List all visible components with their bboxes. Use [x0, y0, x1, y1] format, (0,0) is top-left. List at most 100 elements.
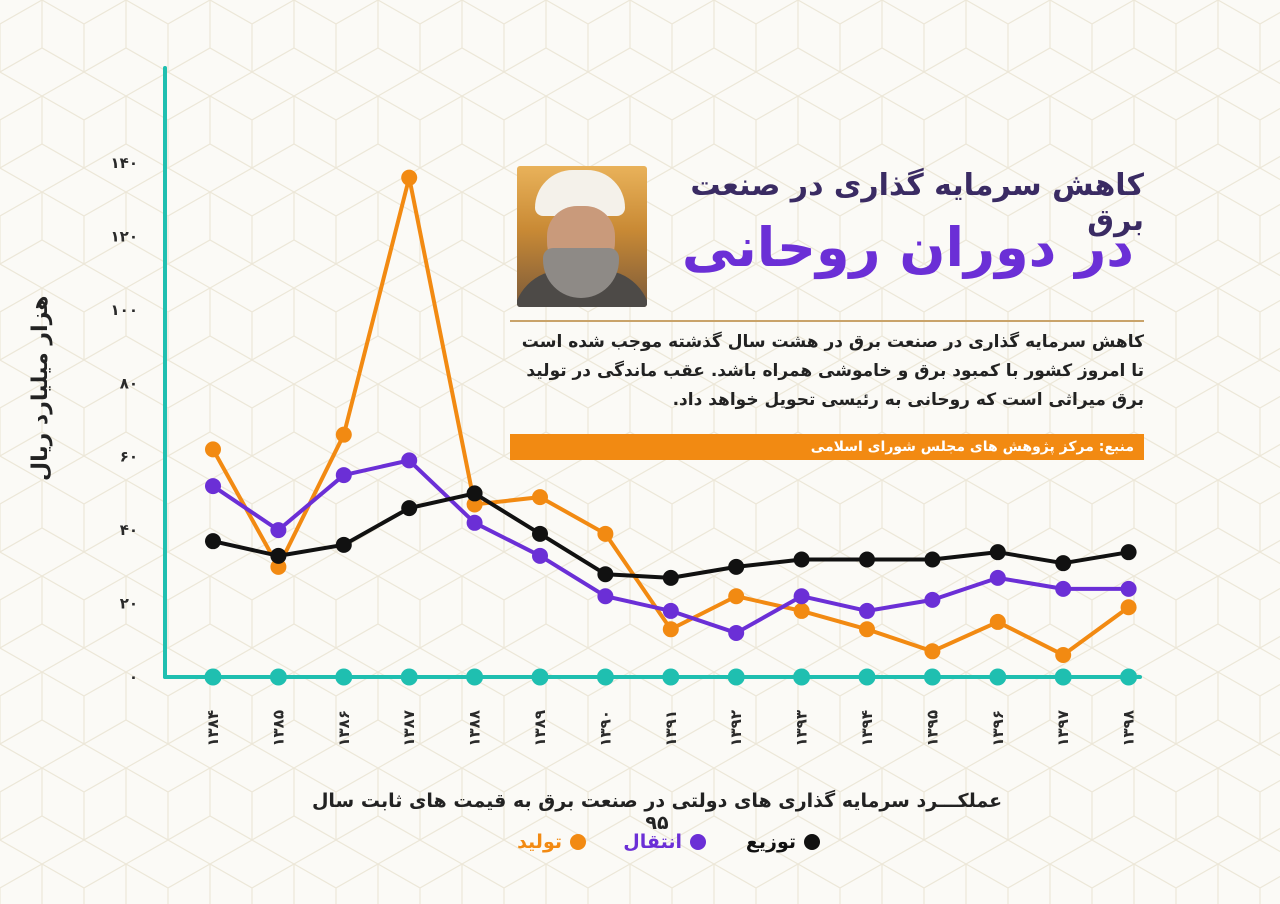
x-axis-marker	[923, 668, 941, 686]
data-point	[205, 441, 221, 458]
x-axis-marker	[269, 668, 287, 686]
x-tick-label: ۱۳۸۵	[269, 710, 287, 747]
x-tick-label: ۱۳۹۱	[662, 710, 680, 747]
x-axis-marker	[531, 668, 549, 686]
data-point	[532, 547, 548, 564]
series-line	[212, 491, 1129, 580]
x-tick-label: ۱۳۸۴	[204, 710, 222, 747]
y-tick-label: ۱۴۰	[111, 154, 138, 172]
data-point	[270, 558, 287, 575]
data-point	[662, 602, 679, 619]
x-axis-marker	[727, 668, 745, 686]
series-0	[205, 169, 1137, 663]
x-tick-label: ۱۳۹۷	[1054, 710, 1072, 747]
data-point	[1055, 580, 1072, 597]
info-panel: کاهش سرمایه گذاری در صنعت برق در دوران ر…	[510, 160, 1144, 460]
x-tick-label: ۱۳۹۲	[727, 710, 745, 747]
portrait-image	[517, 166, 647, 307]
x-tick-label: ۱۳۹۸	[1120, 710, 1138, 747]
x-axis-marker	[793, 668, 811, 686]
y-tick-labels: ۰ ۲۰ ۴۰ ۶۰ ۸۰ ۱۰۰ ۱۲۰ ۱۴۰	[111, 154, 138, 686]
data-point	[728, 558, 745, 575]
x-axis-marker	[335, 668, 353, 686]
data-point	[401, 500, 418, 517]
data-point	[597, 525, 614, 542]
data-point	[401, 452, 418, 469]
legend-label-transmission: انتقال	[623, 831, 682, 853]
y-tick-label: ۲۰	[120, 595, 138, 613]
data-point	[205, 533, 221, 550]
data-point	[924, 551, 941, 568]
data-point	[924, 591, 941, 608]
x-tick-label: ۱۳۸۹	[531, 710, 549, 747]
x-tick-label: ۱۳۸۷	[400, 710, 418, 747]
legend-label-generation: تولید	[517, 831, 562, 853]
y-tick-label: ۱۰۰	[111, 301, 138, 319]
data-point	[205, 478, 221, 495]
data-point	[1120, 580, 1137, 597]
data-point	[793, 588, 810, 605]
data-point	[1055, 646, 1072, 663]
x-axis-marker	[204, 668, 222, 686]
legend-dot-generation	[570, 834, 586, 850]
chart-series	[205, 169, 1137, 663]
legend: توزیع انتقال تولید	[490, 824, 830, 860]
x-tick-labels: ۱۳۸۴ ۱۳۸۵ ۱۳۸۶ ۱۳۸۷ ۱۳۸۸ ۱۳۸۹ ۱۳۹۰ ۱۳۹۱ ۱۳۹۲ ۱۳۹۳…	[204, 710, 1138, 747]
data-point	[728, 588, 745, 605]
y-tick-label: ۱۲۰	[111, 227, 138, 245]
series-2	[205, 485, 1137, 586]
legend-item-distribution: توزیع	[746, 824, 820, 860]
x-axis-marker	[466, 668, 484, 686]
x-tick-label: ۱۳۹۳	[793, 710, 811, 747]
data-point	[532, 525, 548, 542]
legend-label-distribution: توزیع	[745, 831, 796, 853]
data-point	[466, 496, 483, 513]
data-point	[335, 467, 352, 484]
x-axis-marker	[662, 668, 680, 686]
y-tick-label: ۰	[129, 668, 138, 686]
x-tick-label: ۱۳۹۶	[989, 710, 1007, 747]
series-1	[205, 452, 1137, 641]
body-text: کاهش سرمایه گذاری در صنعت برق در هشت سال…	[521, 332, 1144, 410]
data-point	[989, 613, 1006, 630]
x-tick-label: ۱۳۹۰	[596, 710, 614, 747]
source-bar: منبع: مرکز پژوهش های مجلس شورای اسلامی	[510, 434, 1144, 460]
x-axis-marker	[989, 668, 1007, 686]
data-point	[270, 547, 287, 564]
x-axis-marker	[596, 668, 614, 686]
x-tick-label: ۱۳۸۶	[335, 710, 353, 747]
data-point	[335, 536, 352, 553]
x-tick-label: ۱۳۸۸	[466, 710, 484, 747]
legend-dot-transmission	[690, 834, 706, 850]
data-point	[859, 551, 875, 568]
data-point	[989, 569, 1006, 586]
data-point	[597, 588, 614, 605]
data-point	[597, 566, 614, 583]
data-point	[662, 569, 679, 586]
data-point	[859, 621, 875, 638]
chart-axes	[163, 66, 1142, 686]
headline-line1: کاهش سرمایه گذاری در صنعت برق	[690, 168, 1144, 238]
x-tick-label: ۱۳۹۵	[923, 710, 941, 747]
x-axis-marker	[858, 668, 876, 686]
data-point	[793, 551, 810, 568]
headline-line2: در دوران روحانی	[681, 216, 1134, 279]
data-point	[466, 514, 483, 531]
chart-caption: عملکـــرد سرمایه گذاری های دولتی در صنعت…	[311, 790, 1003, 834]
data-point	[793, 602, 810, 619]
y-axis-title: هزار میلیارد ریال	[28, 295, 53, 481]
data-point	[662, 621, 679, 638]
data-point	[466, 485, 483, 502]
y-tick-label: ۴۰	[120, 521, 138, 539]
data-point	[728, 624, 745, 641]
data-point	[532, 489, 548, 506]
data-point	[1120, 544, 1137, 561]
y-tick-label: ۸۰	[120, 374, 138, 392]
data-point	[924, 643, 941, 660]
legend-item-generation: تولید	[517, 824, 586, 860]
data-point	[1055, 555, 1072, 572]
x-axis-marker	[400, 668, 418, 686]
y-tick-label: ۶۰	[120, 448, 138, 466]
x-axis-marker	[1120, 668, 1138, 686]
